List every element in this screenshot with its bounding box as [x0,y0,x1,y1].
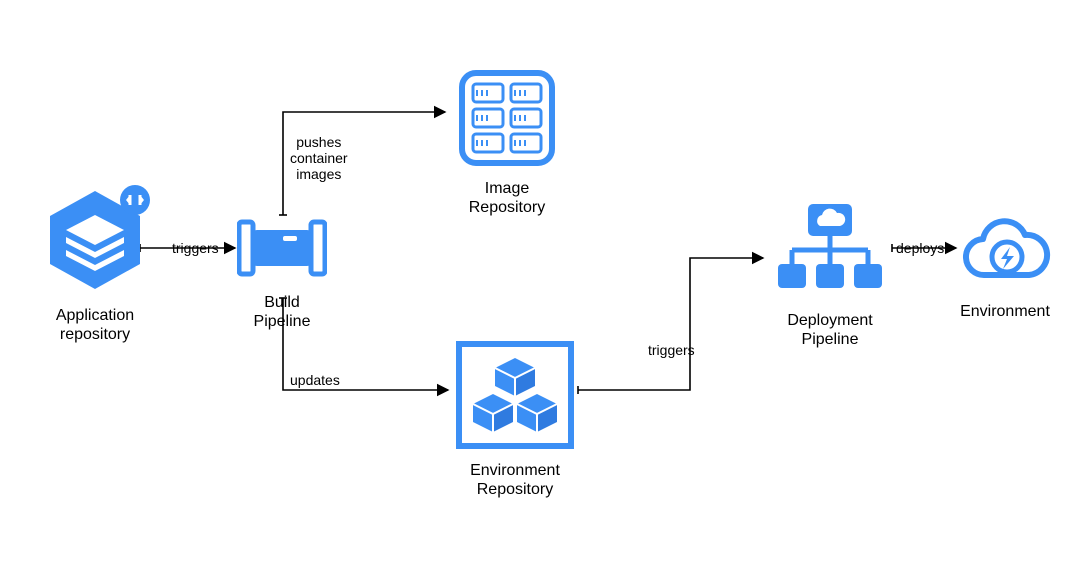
node-environment: Environment [955,213,1055,321]
node-build-pipeline: Build Pipeline [237,216,327,331]
cloud-bolt-icon [957,213,1053,291]
edge-label-triggers-2: triggers [648,342,695,358]
hex-stack-icon [40,185,150,295]
edge-triggers-2 [578,258,763,394]
node-label: Build Pipeline [237,293,327,331]
node-image-repository: Image Repository [452,68,562,217]
node-label: Environment Repository [455,461,575,499]
node-label: Environment [955,302,1055,321]
node-application-repository: Application repository [35,185,155,344]
cubes-icon [455,340,575,450]
node-environment-repository: Environment Repository [455,340,575,499]
edge-label-triggers-1: triggers [172,240,219,256]
edge-label-updates: updates [290,372,340,388]
container-grid-icon [457,68,557,168]
node-deployment-pipeline: Deployment Pipeline [770,200,890,349]
node-label: Image Repository [452,179,562,217]
org-tree-icon [770,200,890,300]
node-label: Application repository [35,306,155,344]
node-label: Deployment Pipeline [770,311,890,349]
edge-label-deploys: deploys [896,240,944,256]
edge-label-pushes: pushes container images [290,134,348,182]
diagram-canvas: triggers pushes container images updates… [0,0,1080,578]
pipe-icon [237,216,327,282]
